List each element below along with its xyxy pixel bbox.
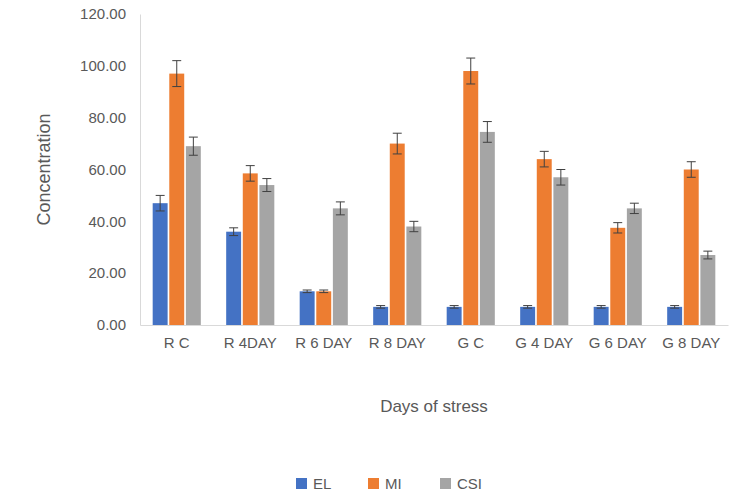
bar bbox=[627, 208, 642, 325]
legend-swatch bbox=[368, 478, 379, 489]
y-tick: 20.00 bbox=[88, 264, 140, 281]
bar bbox=[186, 146, 201, 325]
y-tick: 80.00 bbox=[88, 109, 140, 126]
series-0 bbox=[153, 195, 682, 325]
y-axis-title: Concentration bbox=[34, 113, 54, 225]
x-axis-line bbox=[141, 325, 729, 326]
error-bar bbox=[670, 306, 679, 309]
x-tick-label: R 8 DAY bbox=[369, 334, 426, 351]
error-bar bbox=[597, 306, 606, 309]
error-bar bbox=[540, 151, 549, 167]
bar bbox=[537, 159, 552, 325]
bar bbox=[610, 228, 625, 325]
error-bar bbox=[483, 122, 492, 143]
error-bar bbox=[189, 137, 198, 155]
series-2 bbox=[186, 122, 715, 325]
error-bar bbox=[229, 228, 238, 236]
bar bbox=[300, 291, 315, 325]
x-tick-label: R C bbox=[164, 334, 190, 351]
x-axis: R C R 4DAY R 6 DAY R 8 DAY G C G 4 DAY G 6 DAY… bbox=[141, 325, 729, 351]
plot-area: 0.0020.0040.0060.0080.00100.00120.00R CR… bbox=[80, 5, 728, 350]
legend-label: MI bbox=[385, 475, 402, 492]
error-bar bbox=[156, 195, 165, 211]
y-tick-label: 60.00 bbox=[88, 161, 126, 178]
x-tick: R 8 DAY bbox=[369, 325, 426, 351]
x-tick: R C bbox=[164, 325, 190, 351]
x-tick: R 6 DAY bbox=[295, 325, 352, 351]
error-bar bbox=[319, 290, 328, 293]
bar bbox=[333, 208, 348, 325]
error-bar bbox=[303, 290, 312, 293]
x-tick-label: G 8 DAY bbox=[662, 334, 720, 351]
bar bbox=[684, 170, 699, 326]
y-tick: 120.00 bbox=[80, 5, 140, 22]
bar bbox=[520, 307, 535, 325]
bar bbox=[316, 291, 331, 325]
x-tick-label: G 6 DAY bbox=[589, 334, 647, 351]
x-tick: G 4 DAY bbox=[515, 325, 573, 351]
error-bar bbox=[703, 251, 712, 259]
y-tick-label: 20.00 bbox=[88, 264, 126, 281]
x-tick: G 6 DAY bbox=[589, 325, 647, 351]
chart: 0.0020.0040.0060.0080.00100.00120.00R CR… bbox=[0, 0, 750, 499]
x-tick-label: R 4DAY bbox=[224, 334, 277, 351]
error-bar bbox=[376, 306, 385, 309]
bar bbox=[153, 203, 168, 325]
error-bar bbox=[262, 179, 271, 192]
error-bar bbox=[450, 306, 459, 309]
bar bbox=[390, 144, 405, 325]
bar bbox=[169, 74, 184, 325]
bar bbox=[553, 177, 568, 325]
bar bbox=[406, 227, 421, 325]
x-tick-label: G C bbox=[457, 334, 484, 351]
y-tick: 60.00 bbox=[88, 161, 140, 178]
series-1 bbox=[169, 58, 698, 325]
x-tick-label: R 6 DAY bbox=[295, 334, 352, 351]
y-tick-label: 40.00 bbox=[88, 213, 126, 230]
legend-swatch bbox=[296, 478, 307, 489]
error-bar bbox=[172, 61, 181, 87]
x-tick: R 4DAY bbox=[224, 325, 277, 351]
bar bbox=[243, 173, 258, 325]
error-bar bbox=[409, 221, 418, 231]
bar bbox=[373, 307, 388, 325]
bar bbox=[226, 232, 241, 325]
legend-label: EL bbox=[313, 475, 331, 492]
x-axis-title: Days of stress bbox=[380, 397, 488, 416]
error-bar bbox=[393, 133, 402, 154]
error-bar bbox=[466, 58, 475, 84]
error-bar bbox=[630, 203, 639, 213]
error-bar bbox=[556, 170, 565, 186]
legend: EL MI CSI bbox=[296, 475, 482, 492]
error-bar bbox=[336, 202, 345, 215]
y-tick-label: 120.00 bbox=[80, 5, 126, 22]
y-axis: 0.00 20.00 40.00 60.00 80.00 100.00 120.00 bbox=[80, 5, 140, 333]
error-bar bbox=[523, 306, 532, 309]
x-tick-label: G 4 DAY bbox=[515, 334, 573, 351]
x-tick: G 8 DAY bbox=[662, 325, 720, 351]
x-tick: G C bbox=[457, 325, 484, 351]
error-bar bbox=[687, 162, 696, 178]
y-tick-label: 100.00 bbox=[80, 57, 126, 74]
y-axis-line bbox=[140, 15, 141, 326]
bar bbox=[700, 255, 715, 325]
y-tick: 100.00 bbox=[80, 57, 140, 74]
legend-label: CSI bbox=[457, 475, 482, 492]
y-tick: 40.00 bbox=[88, 213, 140, 230]
legend-swatch bbox=[440, 478, 451, 489]
bars bbox=[153, 58, 716, 325]
bar bbox=[447, 307, 462, 325]
bar bbox=[259, 185, 274, 325]
y-tick-label: 80.00 bbox=[88, 109, 126, 126]
bar bbox=[667, 307, 682, 325]
error-bar bbox=[613, 223, 622, 233]
bar bbox=[480, 132, 495, 325]
y-tick-label: 0.00 bbox=[97, 316, 126, 333]
bar bbox=[463, 71, 478, 325]
error-bar bbox=[246, 166, 255, 182]
bar bbox=[594, 307, 609, 325]
y-tick: 0.00 bbox=[97, 316, 140, 333]
